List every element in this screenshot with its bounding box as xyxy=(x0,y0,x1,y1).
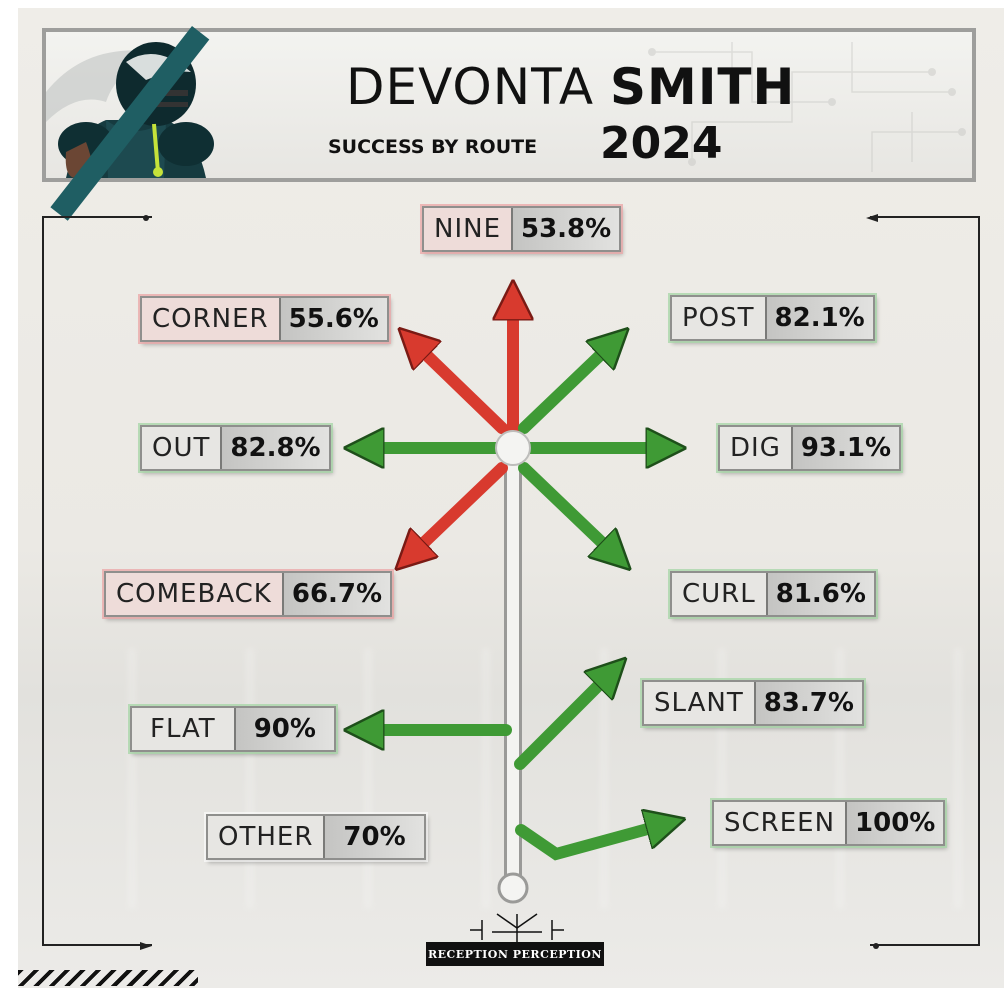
player-last-name: SMITH xyxy=(610,58,796,116)
infographic-canvas: DEVONTA SMITH SUCCESS BY ROUTE 2024 xyxy=(18,8,1004,988)
route-box-comeback: COMEBACK 66.7% xyxy=(104,571,393,617)
route-success-rate: 82.1% xyxy=(766,297,873,339)
route-box-slant: SLANT 83.7% xyxy=(642,680,864,726)
route-label: CORNER xyxy=(142,298,281,340)
route-box-corner: CORNER 55.6% xyxy=(140,296,389,342)
header-banner: DEVONTA SMITH SUCCESS BY ROUTE 2024 xyxy=(42,26,976,221)
route-label: SCREEN xyxy=(714,802,848,844)
route-label: OTHER xyxy=(208,816,326,858)
comeback-route-arrow xyxy=(410,462,508,556)
route-success-rate: 93.1% xyxy=(792,427,900,469)
route-success-rate: 100% xyxy=(847,802,944,844)
route-label: SLANT xyxy=(644,682,756,724)
route-box-out: OUT 82.8% xyxy=(140,425,331,471)
route-box-curl: CURL 81.6% xyxy=(670,571,876,617)
route-success-rate: 70% xyxy=(325,816,424,858)
player-name: DEVONTA SMITH xyxy=(346,58,795,116)
route-label: FLAT xyxy=(132,708,236,750)
route-success-rate: 90% xyxy=(235,708,334,750)
reception-perception-logo: RECEPTION PERCEPTION xyxy=(422,910,612,978)
route-box-post: POST 82.1% xyxy=(670,295,875,341)
route-success-rate: 83.7% xyxy=(755,682,862,724)
slant-route-arrow xyxy=(514,672,612,770)
route-hub xyxy=(495,430,531,466)
route-success-rate: 53.8% xyxy=(513,208,620,250)
route-box-flat: FLAT 90% xyxy=(130,706,336,752)
right-frame-bracket xyxy=(870,216,980,946)
route-tree xyxy=(140,214,879,950)
route-success-rate: 82.8% xyxy=(222,427,329,469)
logo-wordmark: RECEPTION PERCEPTION xyxy=(426,942,604,966)
season-year: 2024 xyxy=(600,118,723,169)
screen-route-arrow xyxy=(515,824,666,861)
route-box-nine: NINE 53.8% xyxy=(422,206,622,252)
post-route-arrow xyxy=(518,342,614,434)
route-box-dig: DIG 93.1% xyxy=(718,425,902,471)
curl-route-arrow xyxy=(518,462,616,556)
circuit-pattern xyxy=(648,42,966,172)
route-label: COMEBACK xyxy=(106,573,284,615)
route-label: OUT xyxy=(142,427,223,469)
route-label: DIG xyxy=(720,427,793,469)
route-label: POST xyxy=(672,297,767,339)
route-label: NINE xyxy=(424,208,513,250)
corner-route-arrow xyxy=(413,342,508,434)
route-box-screen: SCREEN 100% xyxy=(712,800,946,846)
chart-subtitle: SUCCESS BY ROUTE xyxy=(328,136,538,158)
decorative-hatch-stripes xyxy=(18,970,198,986)
route-success-rate: 66.7% xyxy=(283,573,391,615)
route-success-rate: 55.6% xyxy=(280,298,387,340)
route-start-point xyxy=(497,872,529,904)
route-box-other: OTHER 70% xyxy=(206,814,426,860)
logo-route-icon xyxy=(470,913,564,942)
player-first-name: DEVONTA xyxy=(346,58,595,116)
player-photo xyxy=(46,32,216,178)
route-label: CURL xyxy=(672,573,768,615)
left-frame-bracket xyxy=(42,216,152,946)
route-success-rate: 81.6% xyxy=(767,573,874,615)
